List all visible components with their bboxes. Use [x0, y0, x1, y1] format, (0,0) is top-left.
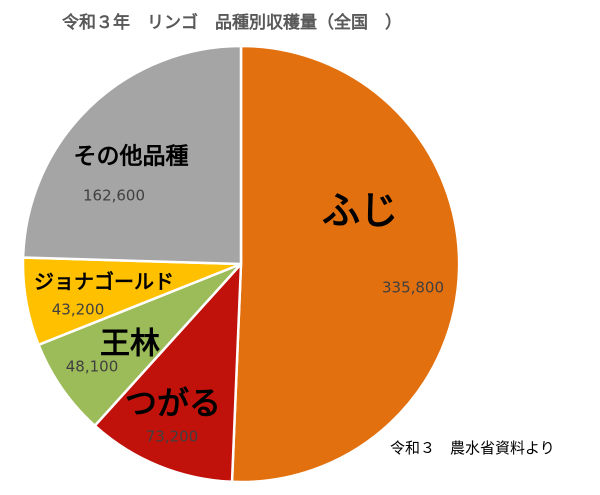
slice-name-label: その他品種 [74, 144, 189, 170]
pie-slice [21, 44, 243, 266]
slice-value-label: 48,100 [66, 358, 119, 376]
slice-value-label: 335,800 [382, 279, 444, 297]
slice-value-label: 162,600 [83, 187, 145, 205]
slice-name-label: ジョナゴールド [34, 270, 174, 294]
slice-name-label: つがる [125, 384, 221, 422]
pie-slice [93, 262, 243, 484]
chart-title: 令和３年 リンゴ 品種別収穫量（全国 ） [62, 13, 402, 33]
slice-name-label: ふじ [322, 189, 398, 233]
slice-value-label: 73,200 [146, 428, 199, 446]
slice-value-label: 43,200 [52, 301, 105, 319]
source-note: 令和３ 農水省資料より [390, 439, 555, 457]
slice-name-label: 王林 [100, 327, 160, 362]
pie-slice [37, 262, 243, 427]
pie-slice [230, 44, 461, 484]
